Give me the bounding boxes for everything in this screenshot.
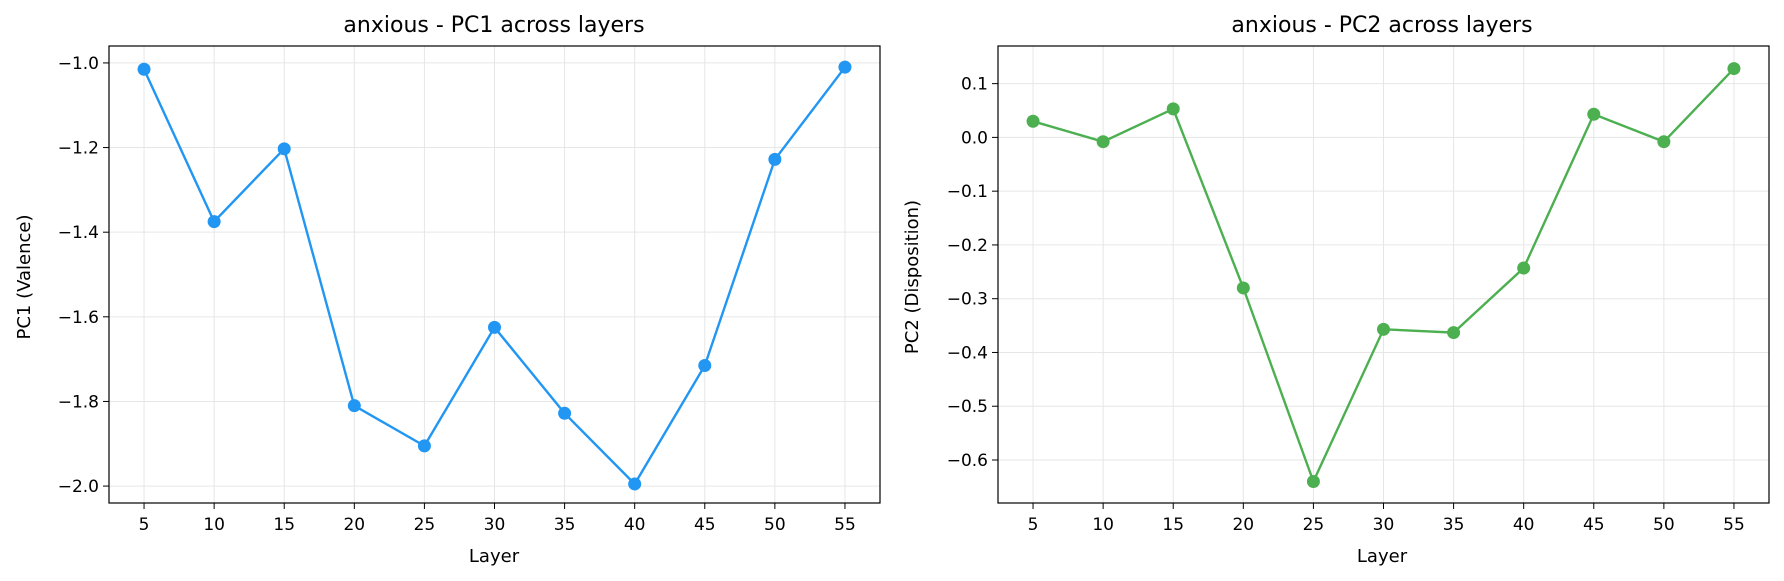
x-axis-label: Layer (469, 546, 520, 567)
data-point (698, 358, 712, 372)
x-tick-label: 45 (694, 515, 716, 535)
data-point (1377, 322, 1390, 336)
data-point (1657, 135, 1671, 149)
x-tick-label: 35 (554, 515, 576, 535)
data-point (1026, 114, 1040, 128)
data-point (417, 439, 431, 453)
y-tick-label: −0.6 (947, 451, 988, 471)
x-tick-label: 5 (1028, 515, 1039, 535)
chart-title: anxious - PC1 across layers (343, 13, 644, 38)
data-point (347, 399, 361, 413)
plot-frame (997, 45, 1770, 504)
data-point (1306, 474, 1320, 488)
data-point (488, 320, 501, 334)
data-point (838, 60, 852, 74)
x-tick-label: 30 (1373, 515, 1395, 535)
y-tick-label: −0.5 (947, 397, 988, 417)
data-point (277, 142, 291, 156)
x-tick-label: 15 (273, 515, 295, 535)
data-point (1096, 135, 1110, 149)
data-point (558, 406, 572, 420)
data-point (1727, 62, 1741, 76)
grid (998, 46, 1769, 503)
data-point (207, 215, 221, 229)
x-tick-label: 15 (1162, 515, 1184, 535)
x-axis-label: Layer (1357, 546, 1408, 567)
x-tick-label: 40 (624, 515, 646, 535)
y-tick-label: −2.0 (58, 477, 99, 497)
y-tick-label: −0.1 (947, 182, 988, 202)
y-axis-label: PC2 (Disposition) (902, 200, 923, 354)
x-tick-label: 35 (1443, 515, 1465, 535)
x-tick-label: 10 (1092, 515, 1114, 535)
data-point (628, 477, 642, 491)
data-point (1587, 107, 1601, 121)
x-tick-label: 30 (484, 515, 506, 535)
data-point (1517, 261, 1531, 275)
x-tick-label: 20 (1232, 515, 1254, 535)
y-tick-label: 0.0 (961, 128, 988, 148)
x-tick-label: 45 (1583, 515, 1605, 535)
x-tick-label: 55 (834, 515, 856, 535)
y-axis-label: PC1 (Valence) (14, 214, 35, 339)
x-tick-label: 5 (139, 515, 150, 535)
plot-frame (108, 45, 881, 504)
data-point (1447, 326, 1461, 340)
data-point (768, 152, 782, 166)
y-tick-label: −1.4 (58, 223, 99, 243)
y-tick-label: −0.2 (947, 236, 988, 256)
y-tick-label: −1.8 (58, 392, 99, 412)
x-tick-label: 50 (1653, 515, 1675, 535)
grid (109, 46, 880, 503)
chart-panel-pc1: anxious - PC1 across layers Layer PC1 (V… (14, 13, 881, 567)
x-tick-label: 40 (1513, 515, 1535, 535)
x-tick-label: 20 (343, 515, 365, 535)
y-tick-label: 0.1 (961, 75, 988, 95)
y-tick-label: −1.6 (58, 308, 99, 328)
y-tick-label: −1.0 (58, 54, 99, 74)
chart-title: anxious - PC2 across layers (1231, 13, 1532, 38)
y-tick-label: −0.3 (947, 290, 988, 310)
y-tick-label: −0.4 (947, 343, 988, 363)
data-point (137, 62, 151, 76)
chart-panel-pc2: anxious - PC2 across layers Layer PC2 (D… (902, 13, 1770, 567)
x-tick-label: 25 (414, 515, 436, 535)
data-point (1166, 102, 1180, 116)
x-tick-label: 50 (764, 515, 786, 535)
data-point (1236, 281, 1250, 295)
x-tick-label: 10 (203, 515, 225, 535)
y-tick-label: −1.2 (58, 139, 99, 159)
x-tick-label: 55 (1723, 515, 1745, 535)
x-tick-label: 25 (1303, 515, 1325, 535)
